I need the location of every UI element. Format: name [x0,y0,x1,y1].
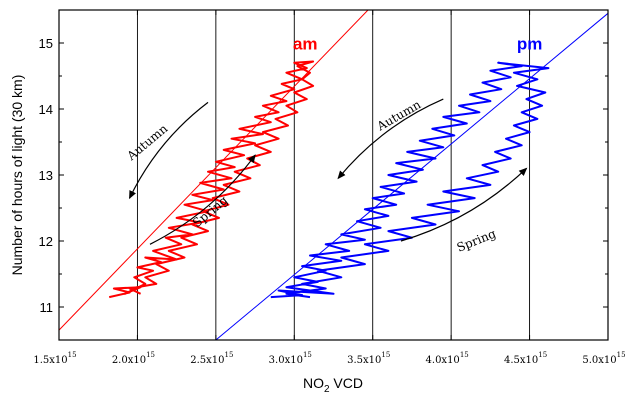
x-tick-exponent-0: 15 [68,351,77,359]
x-tick-label-3: 3.0x1015 [269,351,312,366]
x-tick-mantissa-3: 3.0x10 [269,355,303,366]
x-tick-mantissa-6: 4.5x10 [504,355,538,366]
y-tick-label-0: 11 [40,300,54,315]
x-tick-exponent-6: 15 [538,351,547,359]
x-tick-label-4: 3.5x1015 [347,351,390,366]
fit-line-pm [215,12,608,340]
x-axis-title-suffix: VCD [330,375,363,391]
series-label-pm: pm [517,35,543,54]
x-tick-exponent-4: 15 [381,351,390,359]
series-label-am: am [293,35,318,54]
season-arrow-3 [400,167,528,242]
x-tick-label-7: 5.0x1015 [582,351,625,366]
x-tick-mantissa-0: 1.5x10 [33,355,67,366]
x-tick-exponent-1: 15 [146,351,155,359]
vertical-grid [136,10,531,340]
x-tick-exponent-7: 15 [617,351,626,359]
y-tick-label-2: 13 [39,168,53,183]
x-axis-title-sub: 2 [324,384,330,395]
y-tick-label-1: 12 [39,234,53,249]
x-tick-label-5: 4.0x1015 [426,351,469,366]
annotations: am pm Autumn Spring Autumn Spring [124,35,543,255]
season-arrows [129,98,528,245]
series-lines [108,60,550,299]
series-line-pm [270,61,550,299]
plot-frame [58,9,609,341]
y-axis-title: Number of hours of light (30 km) [9,75,25,276]
x-axis-title: NO2 VCD [303,375,363,395]
x-tick-exponent-5: 15 [460,351,469,359]
y-tick-label-3: 14 [39,102,53,117]
season-arrow-2 [337,98,444,180]
x-tick-mantissa-5: 4.0x10 [426,355,460,366]
annotation-3: Spring [190,193,231,230]
x-axis-title-main: NO [303,375,324,391]
fit-lines [59,10,608,340]
annotation-4: Autumn [374,97,424,134]
x-tick-mantissa-2: 2.5x10 [190,355,224,366]
series-line-am [108,60,315,299]
x-tick-exponent-2: 15 [225,351,234,359]
x-tick-label-0: 1.5x1015 [33,351,76,366]
annotation-2: Autumn [124,121,171,163]
axis-ticks: 1.5x1015 2.0x1015 2.5x1015 3.0x1015 3.5x1015… [33,9,626,366]
season-arrow-0 [129,101,209,200]
x-tick-mantissa-4: 3.5x10 [347,355,381,366]
x-tick-mantissa-7: 5.0x10 [582,355,616,366]
x-tick-label-6: 4.5x1015 [504,351,547,366]
y-tick-label-4: 15 [39,36,53,51]
annotation-5: Spring [455,226,498,254]
x-tick-label-1: 2.0x1015 [112,351,155,366]
x-tick-mantissa-1: 2.0x10 [112,355,146,366]
season-arrow-1 [149,154,256,245]
x-tick-label-2: 2.5x1015 [190,351,233,366]
x-tick-exponent-3: 15 [303,351,312,359]
